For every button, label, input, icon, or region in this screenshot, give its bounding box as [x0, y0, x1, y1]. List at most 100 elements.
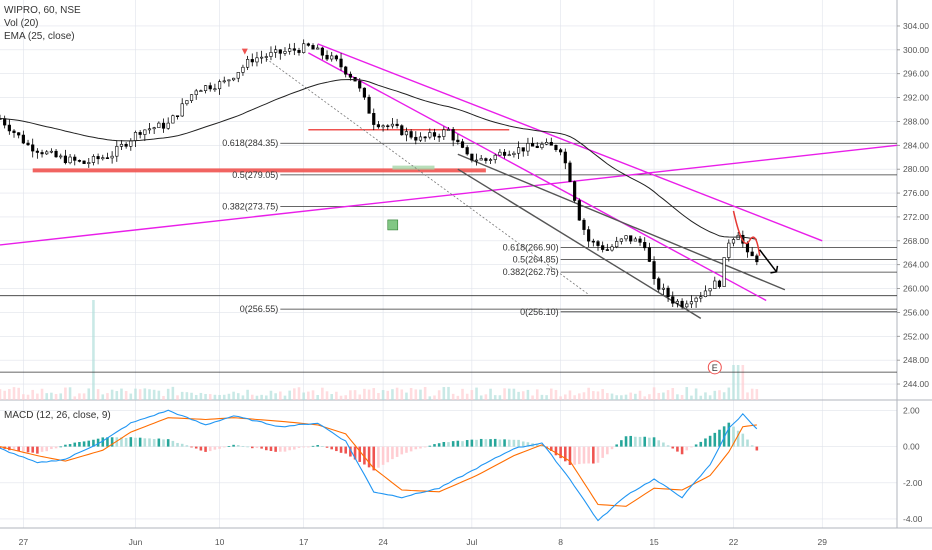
candle-body — [96, 156, 100, 160]
candle-body — [180, 103, 184, 117]
macd-histogram-bar — [241, 445, 245, 447]
macd-histogram-bar — [615, 444, 618, 447]
candle-body — [474, 159, 479, 162]
macd-histogram-bar — [587, 446, 590, 464]
candle-body — [624, 235, 628, 240]
macd-histogram-bar — [199, 446, 203, 451]
macd-histogram-bar — [78, 442, 81, 447]
fib-labels: 0.618(284.35) 0.5(279.05) 0.382(273.75) 0(2… — [222, 138, 558, 317]
volume-bar — [260, 394, 263, 400]
macd-histogram-bar — [246, 446, 249, 448]
projection-arrow — [759, 249, 778, 273]
candle-body — [619, 238, 623, 242]
candle-body — [63, 155, 67, 164]
candle-body — [460, 141, 465, 148]
volume-bar — [274, 393, 277, 400]
macd-histogram-bar — [148, 438, 151, 447]
macd-histogram-bar — [606, 446, 609, 455]
candle-body — [339, 58, 343, 68]
macd-histogram-bar — [372, 446, 376, 471]
macd-histogram-bar — [666, 445, 670, 447]
macd-histogram-bar — [736, 430, 740, 447]
candle-body — [727, 242, 731, 258]
volume-bar — [685, 387, 689, 400]
candle-body — [601, 245, 605, 250]
price-tick-label: 280.00 — [903, 164, 929, 174]
volume-bar — [470, 390, 474, 400]
macd-histogram-bar — [92, 439, 95, 447]
macd-histogram-bar — [391, 446, 394, 460]
macd-histogram-bar — [676, 446, 679, 452]
candle-body — [143, 129, 147, 135]
legend-macd[interactable]: MACD (12, 26, close, 9) — [4, 410, 111, 421]
legend-ema[interactable]: EMA (25, close) — [4, 31, 75, 42]
candle-body — [591, 240, 595, 243]
macd-histogram-bar — [190, 446, 193, 448]
price-tick-label: 248.00 — [903, 355, 929, 365]
volume-bar — [59, 393, 63, 400]
candle-body — [152, 127, 156, 130]
legend-vol[interactable]: Vol (20) — [4, 18, 39, 29]
candle-body — [73, 156, 77, 161]
macd-line — [0, 409, 758, 522]
candle-body — [545, 142, 549, 145]
candle-body — [161, 122, 166, 129]
macd-histogram-bar — [17, 446, 20, 452]
volume-bar — [12, 387, 16, 400]
candle-body — [227, 79, 231, 82]
candle-body — [260, 56, 264, 59]
volume-bar — [82, 393, 86, 400]
candle-body — [115, 146, 119, 157]
volume-bar — [218, 394, 221, 400]
volume-bar — [124, 391, 128, 400]
volume-bar — [325, 391, 329, 400]
macd-histogram-bar — [204, 446, 207, 452]
macd-histogram-bar — [680, 446, 684, 455]
macd-histogram-bar — [657, 440, 661, 447]
candle-body — [451, 129, 455, 141]
legend-title[interactable]: WIPRO, 60, NSE — [4, 5, 81, 16]
candle-body — [185, 100, 189, 105]
macd-histogram-bar — [564, 446, 567, 462]
macd-histogram-bar — [176, 442, 179, 447]
macd-histogram-bar — [643, 436, 647, 447]
candle-body — [750, 251, 754, 257]
macd-histogram-bar — [601, 446, 604, 458]
candle-body — [526, 143, 530, 152]
macd-histogram-bar — [22, 446, 25, 452]
fib-label-right: 0.618(266.90) — [503, 242, 559, 252]
trendlines[interactable] — [0, 43, 898, 319]
macd-histogram-bar — [110, 437, 114, 447]
fib-label-right: 0(256.10) — [520, 307, 559, 317]
candle-body — [274, 49, 278, 53]
candle-body — [615, 241, 619, 248]
price-tick-label: 252.00 — [903, 331, 929, 341]
candle-body — [138, 132, 142, 135]
candle-body — [446, 129, 451, 131]
horizontal-lines — [0, 142, 897, 373]
candle-body — [643, 242, 647, 249]
candle-body — [129, 140, 133, 147]
candle-body — [250, 59, 254, 63]
volume-bar — [405, 392, 408, 400]
candle-body — [175, 115, 180, 118]
volume-bar — [652, 387, 656, 400]
candle-body — [157, 122, 161, 128]
macd-histogram-bar — [741, 433, 745, 447]
volume-bar — [129, 393, 133, 400]
macd-histogram-bar — [0, 446, 2, 449]
price-tick-label: 260.00 — [903, 284, 929, 294]
volume-bar — [73, 396, 77, 400]
volume-bar — [283, 395, 287, 400]
volume-bar — [297, 387, 301, 400]
candle-body — [708, 288, 712, 292]
macd-histogram-bar — [31, 446, 34, 453]
candle-body — [269, 52, 273, 57]
volume-bar — [36, 393, 39, 400]
macd-histogram-bar — [395, 446, 399, 457]
volume-bar — [148, 389, 151, 400]
volume-bar — [512, 388, 516, 400]
candle-body — [49, 150, 53, 153]
